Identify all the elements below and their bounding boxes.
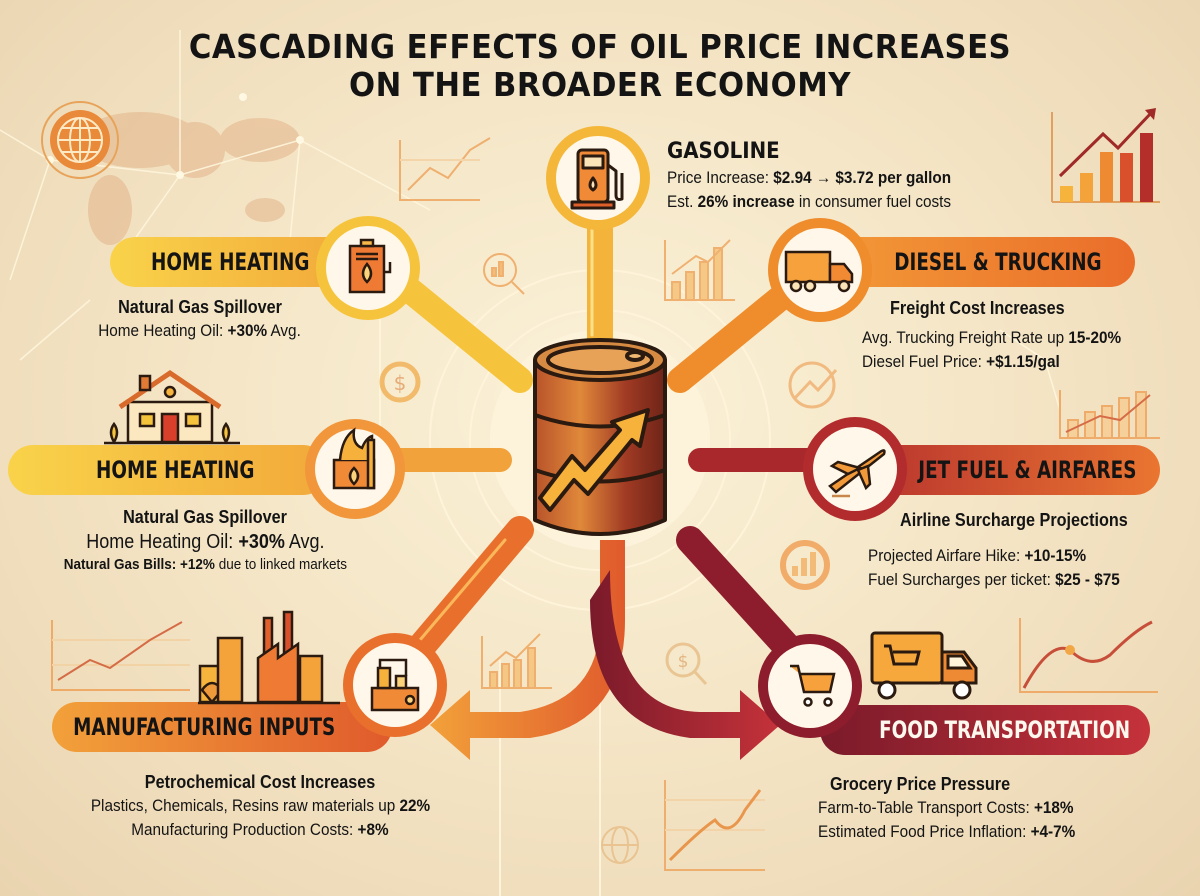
node-diesel-label: DIESEL & TRUCKING xyxy=(893,248,1102,276)
node-home-heating-top: Natural Gas Spillover Home Heating Oil: … xyxy=(98,297,302,340)
world-map xyxy=(80,112,300,245)
node-jet-fuel: Airline Surcharge Projections Projected … xyxy=(868,510,1128,589)
svg-text:$: $ xyxy=(394,371,407,395)
node-manufacturing-label: MANUFACTURING INPUTS xyxy=(73,713,336,741)
node-label: GASOLINE xyxy=(667,139,780,164)
oil-barrel-with-up-arrow-icon xyxy=(533,338,667,536)
bar-chart-icon xyxy=(1051,108,1160,203)
node-gasoline: GASOLINE Price Increase: $2.94 → $3.72 p… xyxy=(667,138,983,214)
node-manufacturing: Petrochemical Cost Increases Plastics, C… xyxy=(90,772,430,839)
node-home-heating-top-label: HOME HEATING xyxy=(150,248,310,276)
globe-icon xyxy=(41,101,119,179)
node-home-heating-mid-label: HOME HEATING xyxy=(95,456,255,484)
house-icon xyxy=(104,369,240,445)
node-food: Grocery Price Pressure Farm-to-Table Tra… xyxy=(818,774,1076,841)
node-home-heating-mid: Natural Gas Spillover Home Heating Oil: … xyxy=(63,507,347,573)
node-diesel: Freight Cost Increases Avg. Trucking Fre… xyxy=(862,298,1122,371)
page-title: CASCADING EFFECTS OF OIL PRICE INCREASES… xyxy=(188,27,1012,104)
dollar-magnifier-icon: $ $ xyxy=(379,361,708,864)
delivery-truck-icon xyxy=(870,631,978,700)
node-jet-fuel-label: JET FUEL & AIRFARES xyxy=(918,456,1137,484)
svg-text:$: $ xyxy=(678,652,689,672)
fuel-pump-icon xyxy=(570,148,624,210)
factory-icon xyxy=(198,610,340,705)
node-food-label: FOOD TRANSPORTATION xyxy=(879,716,1131,744)
